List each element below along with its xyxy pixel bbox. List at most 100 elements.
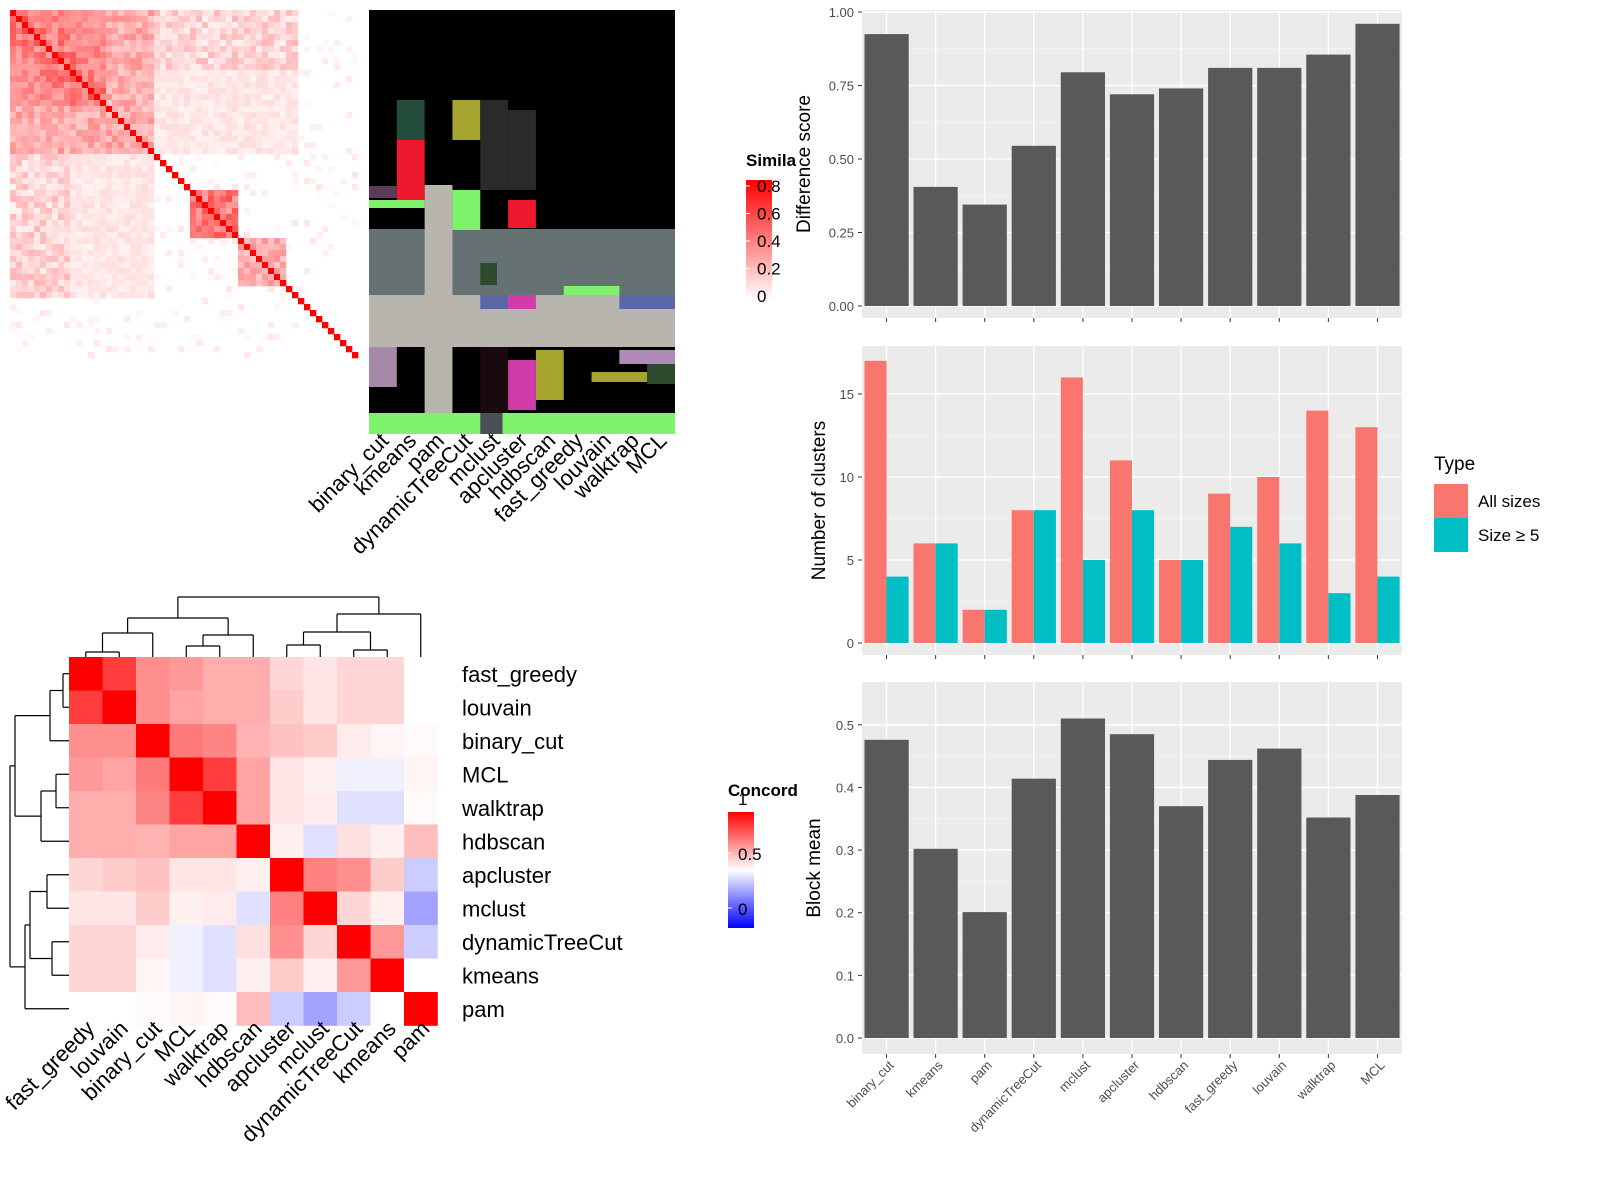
bar <box>1208 759 1253 1038</box>
concordance-cell <box>404 958 438 993</box>
bar <box>1060 72 1105 306</box>
concordance-cell <box>136 891 170 926</box>
bar <box>1159 560 1182 643</box>
difference-score-chart: 0.00 0.25 0.50 0.75 1.00 Difference score <box>794 5 1402 322</box>
y-tick-label: 15 <box>840 387 854 402</box>
concordance-cell <box>203 958 237 993</box>
concordance-cell <box>169 824 204 859</box>
concordance-row-label: binary_cut <box>462 729 564 754</box>
block-mean-chart: 0.0 0.1 0.2 0.3 0.4 0.5 Block mean <box>804 682 1402 1058</box>
concordance-cell <box>136 724 170 758</box>
x-tick-label: hdbscan <box>1146 1058 1191 1103</box>
concordance-column-labels: fast_greedylouvainbinary_cutMCLwalktraph… <box>0 1016 434 1147</box>
concordance-cell <box>69 992 103 1026</box>
concordance-cell <box>270 657 304 691</box>
concordance-cell <box>136 858 170 892</box>
concordance-cell <box>303 657 338 691</box>
concordance-cell <box>270 891 304 926</box>
bar <box>1306 54 1351 306</box>
concordance-cell <box>303 824 338 859</box>
concordance-cell <box>303 858 338 892</box>
x-tick-label: mclust <box>1056 1057 1093 1094</box>
bar <box>1306 410 1329 643</box>
y-axis-title: Number of clusters <box>809 421 830 580</box>
concordance-cell <box>337 724 371 758</box>
bar <box>1230 526 1253 643</box>
bar <box>1060 377 1083 643</box>
concordance-cell <box>270 858 304 892</box>
column-dendrogram <box>85 596 422 657</box>
concordance-cell <box>136 958 170 993</box>
bar <box>1011 145 1056 306</box>
concordance-cell <box>169 858 204 892</box>
partition-column-labels: binary_cutkmeanspamdynamicTreeCutmclusta… <box>304 428 672 559</box>
similarity-legend-tick: 0 <box>757 287 766 306</box>
bar <box>1011 778 1056 1038</box>
x-tick-label: apcluster <box>1094 1057 1142 1105</box>
concordance-row-label: pam <box>462 997 505 1022</box>
bar <box>864 739 909 1038</box>
concordance-cell <box>69 891 103 926</box>
bar <box>935 543 958 643</box>
concordance-cell <box>404 858 438 892</box>
x-tick-label: fast_greedy <box>1182 1057 1241 1116</box>
concordance-cell <box>102 858 137 892</box>
similarity-legend-tick: 0.8 <box>757 177 781 196</box>
bar <box>1257 67 1302 307</box>
bar <box>913 543 936 643</box>
bar <box>1355 795 1400 1038</box>
concordance-cell <box>136 925 170 959</box>
concordance-cell <box>370 824 405 859</box>
concordance-cell <box>236 690 271 725</box>
x-tick-label: walktrap <box>1293 1058 1339 1104</box>
bar <box>913 848 958 1038</box>
x-tick-label: kmeans <box>903 1057 946 1100</box>
bar <box>962 204 1007 306</box>
concordance-row-label: fast_greedy <box>462 662 577 687</box>
legend-key <box>1434 518 1468 552</box>
concordance-cell <box>169 891 204 926</box>
bar <box>1159 88 1204 307</box>
concordance-cell <box>169 757 204 792</box>
concordance-cell <box>169 925 204 959</box>
bar <box>1279 543 1302 643</box>
concordance-cell <box>236 992 271 1026</box>
y-tick-label: 0.1 <box>836 968 854 983</box>
concordance-cell <box>169 958 204 993</box>
concordance-cell <box>169 724 204 758</box>
concordance-cell <box>102 925 137 959</box>
concordance-cell <box>337 757 371 792</box>
y-tick-label: 0.3 <box>836 843 854 858</box>
similarity-legend: Simila 0.8 0.6 0.4 0.2 0 <box>746 151 797 306</box>
bar <box>1257 748 1302 1038</box>
similarity-legend-tick: 0.4 <box>757 232 781 251</box>
concordance-cell <box>236 724 271 758</box>
concordance-cell <box>69 791 103 825</box>
concordance-cell <box>203 690 237 725</box>
concordance-cell <box>270 824 304 859</box>
partition-heatmap <box>369 10 675 434</box>
concordance-cell <box>337 657 371 691</box>
concordance-cell <box>337 891 371 926</box>
concordance-cell <box>337 958 371 993</box>
concordance-row-label: dynamicTreeCut <box>462 930 623 955</box>
concordance-cell <box>303 925 338 959</box>
bar <box>1109 734 1155 1038</box>
concordance-cell <box>169 657 204 691</box>
similarity-legend-gradient <box>746 180 772 300</box>
bar <box>886 576 909 643</box>
concordance-cell <box>370 791 405 825</box>
concordance-row-label: hdbscan <box>462 829 545 854</box>
bar <box>913 186 958 306</box>
concordance-cell <box>337 690 371 725</box>
concordance-cell <box>236 657 271 691</box>
concordance-cell <box>236 824 271 859</box>
concordance-cell <box>203 791 237 825</box>
concordance-cell <box>303 757 338 792</box>
concordance-cell <box>236 958 271 993</box>
bar <box>1208 493 1231 643</box>
row-dendrogram <box>9 673 69 1010</box>
concordance-cell <box>136 824 170 859</box>
y-tick-label: 0.2 <box>836 906 854 921</box>
